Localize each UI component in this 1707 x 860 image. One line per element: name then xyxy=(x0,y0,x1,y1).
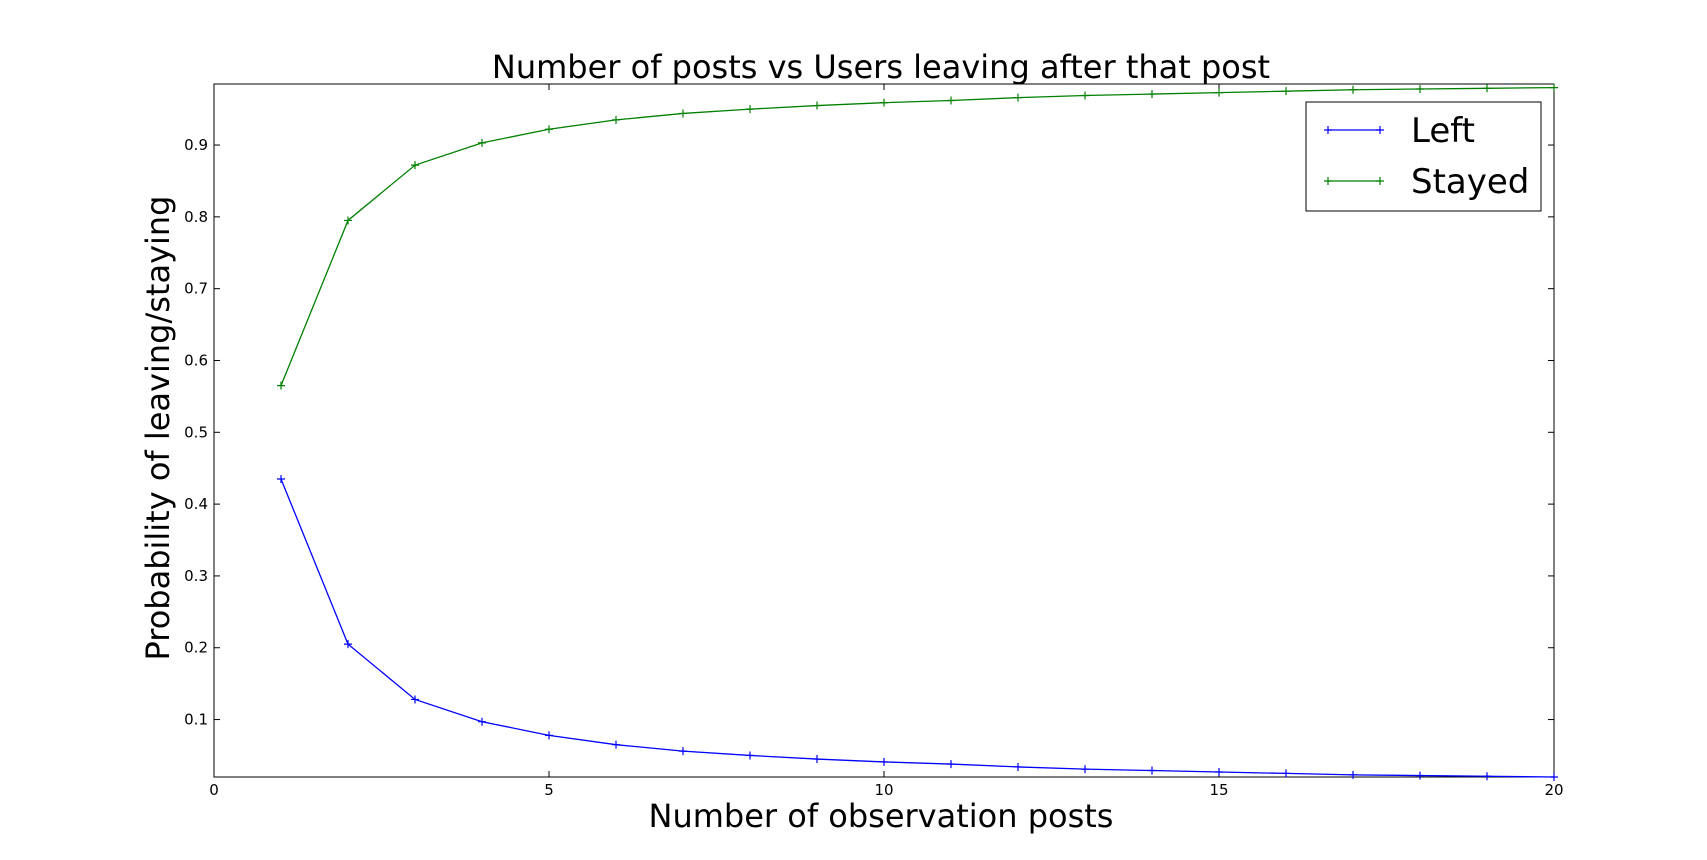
x-tick-label: 5 xyxy=(544,781,554,799)
x-tick-label: 20 xyxy=(1544,781,1563,799)
y-tick-label: 0.5 xyxy=(184,423,208,441)
data-point-left xyxy=(612,740,620,749)
x-tick-label: 15 xyxy=(1209,781,1228,799)
legend-label-stayed: Stayed xyxy=(1411,162,1529,202)
y-tick-label: 0.8 xyxy=(184,208,208,226)
data-point-stayed xyxy=(947,96,955,105)
legend-marker-left xyxy=(1324,126,1332,134)
y-tick-label: 0.4 xyxy=(184,495,208,513)
chart-title: Number of posts vs Users leaving after t… xyxy=(492,48,1270,86)
data-point-stayed xyxy=(1416,85,1424,94)
data-point-left xyxy=(1550,773,1558,781)
data-point-stayed xyxy=(1550,83,1558,92)
legend-marker-stayed xyxy=(1324,177,1332,185)
data-point-stayed xyxy=(880,98,888,107)
x-axis-label: Number of observation posts xyxy=(649,797,1114,835)
data-point-left xyxy=(947,760,955,769)
series-line-stayed xyxy=(280,86,1555,386)
legend: Left Stayed xyxy=(1305,101,1542,212)
data-point-left xyxy=(1014,762,1022,771)
data-point-stayed xyxy=(813,101,821,110)
legend-marker-stayed xyxy=(1376,177,1384,185)
data-point-stayed xyxy=(478,138,486,147)
x-tick-label: 10 xyxy=(874,781,893,799)
data-point-stayed xyxy=(1349,85,1357,94)
y-tick-label: 0.2 xyxy=(184,639,208,657)
data-point-left xyxy=(813,755,821,764)
x-tick-label: 0 xyxy=(209,781,219,799)
data-point-left xyxy=(746,751,754,760)
y-tick-label: 0.3 xyxy=(184,567,208,585)
data-point-stayed xyxy=(612,115,620,124)
legend-label-left: Left xyxy=(1411,111,1475,151)
y-tick-label: 0.1 xyxy=(184,711,208,729)
plot-area: 0 5 10 15 20 0.1 0.2 0.3 0.4 0.5 0.6 0.7 0.8 0.9 xyxy=(184,83,1564,799)
y-tick-label: 0.9 xyxy=(184,136,208,154)
data-point-stayed xyxy=(1215,88,1223,97)
data-point-stayed xyxy=(679,109,687,118)
data-point-stayed xyxy=(1483,84,1491,93)
data-point-left xyxy=(1282,769,1290,778)
data-point-stayed xyxy=(277,381,285,390)
data-point-left xyxy=(1215,767,1223,776)
data-point-left xyxy=(880,757,888,766)
data-point-left xyxy=(478,717,486,726)
data-point-stayed xyxy=(545,125,553,134)
data-point-left xyxy=(1416,771,1424,780)
data-point-left xyxy=(545,731,553,740)
y-tick-label: 0.7 xyxy=(184,280,208,298)
y-tick-label: 0.6 xyxy=(184,351,208,369)
data-point-left xyxy=(411,695,419,704)
data-point-left xyxy=(1349,770,1357,779)
data-point-stayed xyxy=(411,161,419,170)
y-axis-label: Probability of leaving/staying xyxy=(139,196,177,661)
data-point-left xyxy=(277,474,285,483)
data-point-left xyxy=(1081,765,1089,774)
legend-marker-left xyxy=(1376,126,1384,134)
data-point-stayed xyxy=(344,216,352,225)
data-point-left xyxy=(344,640,352,649)
data-point-stayed xyxy=(746,105,754,114)
data-point-left xyxy=(1148,766,1156,775)
data-point-stayed xyxy=(1014,93,1022,102)
data-point-stayed xyxy=(1081,91,1089,100)
data-point-stayed xyxy=(1282,87,1290,96)
series-line-left xyxy=(280,478,1555,778)
legend-box xyxy=(1305,101,1542,212)
data-point-stayed xyxy=(1148,90,1156,99)
data-point-left xyxy=(1483,772,1491,781)
data-point-left xyxy=(679,747,687,756)
